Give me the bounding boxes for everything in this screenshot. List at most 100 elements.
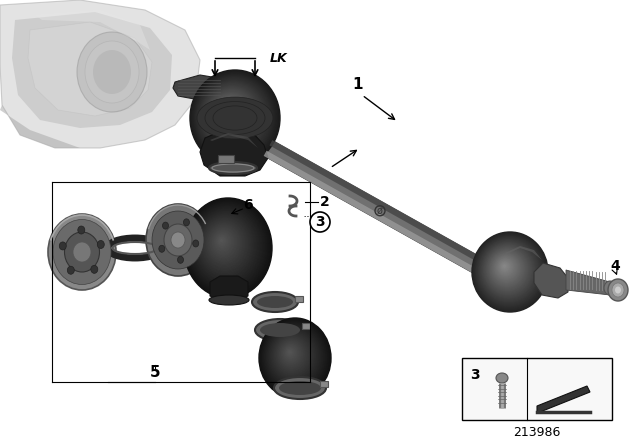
Ellipse shape bbox=[287, 349, 293, 356]
Ellipse shape bbox=[281, 342, 301, 365]
Ellipse shape bbox=[501, 263, 508, 270]
Ellipse shape bbox=[213, 231, 232, 253]
Ellipse shape bbox=[257, 296, 293, 308]
Ellipse shape bbox=[484, 245, 531, 295]
Ellipse shape bbox=[260, 323, 300, 337]
Ellipse shape bbox=[209, 227, 237, 259]
Ellipse shape bbox=[288, 350, 291, 354]
Polygon shape bbox=[264, 151, 499, 286]
Ellipse shape bbox=[477, 237, 541, 305]
Ellipse shape bbox=[492, 252, 522, 284]
Ellipse shape bbox=[213, 95, 249, 133]
Ellipse shape bbox=[190, 205, 264, 289]
Ellipse shape bbox=[488, 250, 525, 289]
Ellipse shape bbox=[276, 338, 307, 371]
Ellipse shape bbox=[493, 254, 519, 281]
Ellipse shape bbox=[195, 211, 257, 281]
Ellipse shape bbox=[204, 221, 244, 267]
Ellipse shape bbox=[188, 202, 267, 292]
Ellipse shape bbox=[279, 381, 321, 395]
Ellipse shape bbox=[265, 325, 323, 389]
Ellipse shape bbox=[207, 224, 242, 263]
Ellipse shape bbox=[486, 247, 529, 292]
Ellipse shape bbox=[494, 255, 518, 280]
Ellipse shape bbox=[216, 234, 230, 250]
Ellipse shape bbox=[211, 93, 251, 135]
Ellipse shape bbox=[207, 224, 241, 263]
Ellipse shape bbox=[171, 232, 185, 248]
Ellipse shape bbox=[260, 319, 330, 397]
Ellipse shape bbox=[276, 337, 308, 372]
Polygon shape bbox=[12, 12, 172, 128]
Ellipse shape bbox=[159, 245, 165, 252]
Ellipse shape bbox=[481, 241, 536, 300]
Ellipse shape bbox=[53, 220, 111, 284]
Ellipse shape bbox=[277, 338, 306, 370]
Ellipse shape bbox=[279, 340, 305, 368]
Ellipse shape bbox=[207, 88, 257, 142]
Ellipse shape bbox=[475, 235, 544, 308]
Ellipse shape bbox=[269, 329, 317, 383]
Ellipse shape bbox=[211, 228, 236, 257]
Ellipse shape bbox=[604, 281, 616, 295]
Ellipse shape bbox=[206, 87, 259, 143]
Ellipse shape bbox=[191, 207, 262, 287]
Ellipse shape bbox=[255, 319, 305, 341]
Ellipse shape bbox=[198, 78, 269, 155]
Ellipse shape bbox=[268, 328, 319, 385]
Ellipse shape bbox=[480, 240, 538, 301]
Text: LK: LK bbox=[270, 52, 287, 65]
Ellipse shape bbox=[67, 266, 74, 274]
Ellipse shape bbox=[203, 219, 246, 269]
Ellipse shape bbox=[184, 198, 272, 298]
Ellipse shape bbox=[186, 200, 270, 296]
Ellipse shape bbox=[612, 283, 624, 297]
Ellipse shape bbox=[473, 233, 547, 311]
Text: 1: 1 bbox=[353, 77, 364, 91]
Ellipse shape bbox=[198, 213, 254, 277]
Ellipse shape bbox=[266, 326, 321, 387]
Ellipse shape bbox=[219, 238, 225, 244]
Ellipse shape bbox=[262, 322, 326, 393]
Ellipse shape bbox=[146, 204, 210, 276]
Ellipse shape bbox=[209, 90, 255, 139]
Ellipse shape bbox=[205, 222, 244, 266]
Polygon shape bbox=[28, 22, 152, 116]
Ellipse shape bbox=[209, 162, 257, 174]
Polygon shape bbox=[505, 246, 542, 260]
Ellipse shape bbox=[212, 229, 234, 255]
Ellipse shape bbox=[202, 83, 264, 148]
Ellipse shape bbox=[218, 99, 243, 126]
Text: 3: 3 bbox=[470, 368, 479, 382]
Ellipse shape bbox=[271, 332, 314, 379]
Ellipse shape bbox=[493, 254, 520, 282]
Ellipse shape bbox=[221, 103, 237, 121]
Ellipse shape bbox=[91, 265, 98, 273]
Ellipse shape bbox=[200, 216, 251, 274]
Ellipse shape bbox=[205, 223, 243, 265]
Ellipse shape bbox=[496, 373, 508, 383]
Bar bbox=[302, 323, 310, 329]
Ellipse shape bbox=[209, 226, 239, 260]
Ellipse shape bbox=[278, 339, 305, 370]
Ellipse shape bbox=[210, 91, 253, 137]
Polygon shape bbox=[566, 270, 610, 295]
Ellipse shape bbox=[270, 330, 316, 382]
Ellipse shape bbox=[205, 86, 259, 144]
Text: 2: 2 bbox=[320, 195, 330, 209]
Ellipse shape bbox=[285, 348, 295, 358]
Ellipse shape bbox=[78, 226, 85, 234]
Polygon shape bbox=[173, 75, 222, 100]
Ellipse shape bbox=[189, 204, 265, 290]
Ellipse shape bbox=[274, 377, 326, 399]
Text: 6: 6 bbox=[243, 198, 253, 212]
Ellipse shape bbox=[502, 264, 508, 269]
Ellipse shape bbox=[263, 323, 326, 392]
Ellipse shape bbox=[202, 82, 264, 150]
Ellipse shape bbox=[503, 264, 506, 268]
Ellipse shape bbox=[476, 236, 543, 307]
Ellipse shape bbox=[60, 242, 67, 250]
Ellipse shape bbox=[77, 32, 147, 112]
Ellipse shape bbox=[190, 70, 280, 166]
Bar bbox=[218, 155, 234, 163]
